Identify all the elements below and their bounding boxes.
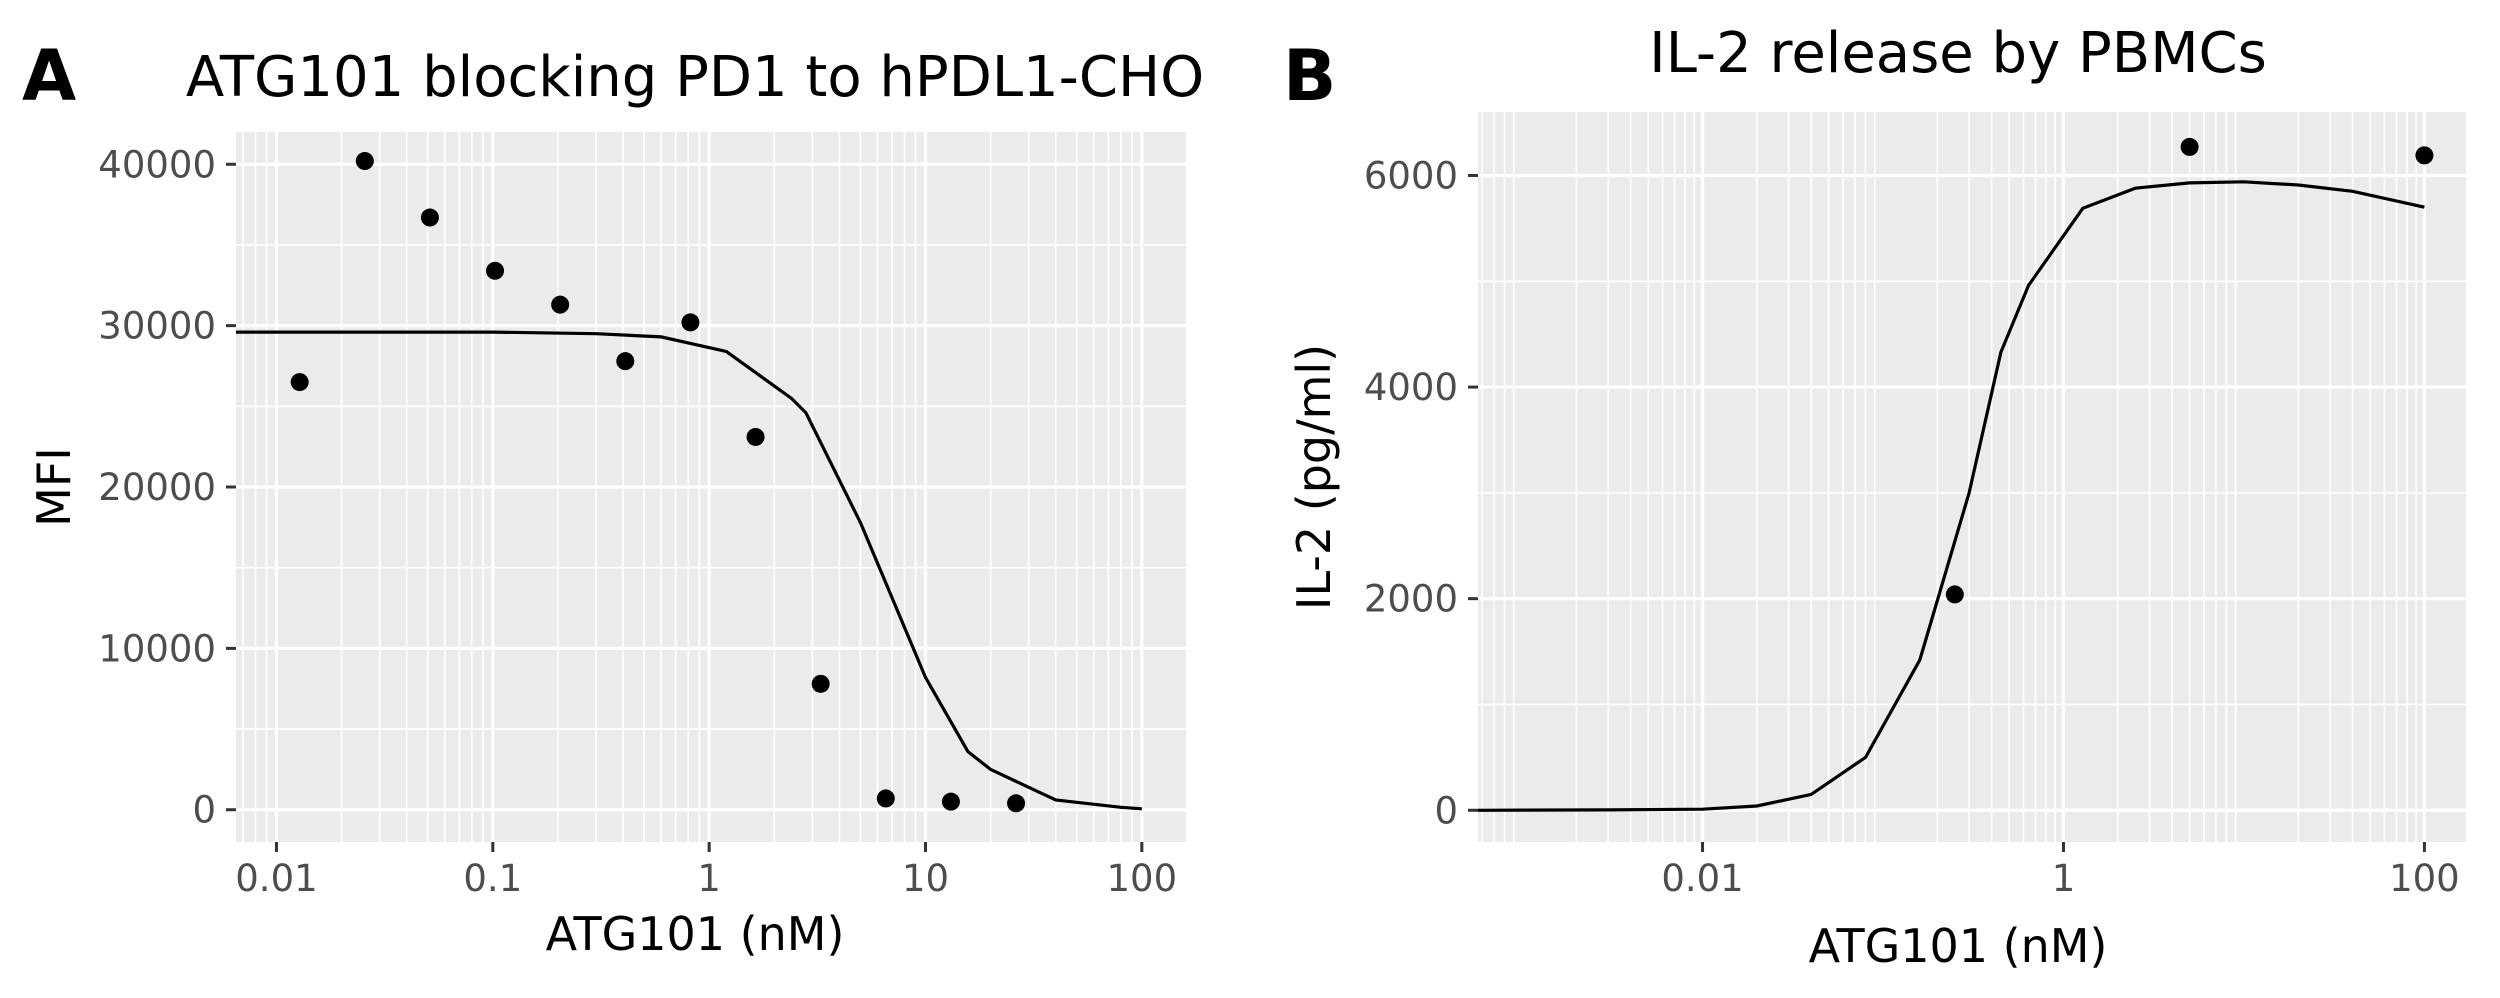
x-tick-label: 1 — [697, 857, 721, 900]
data-point — [551, 295, 570, 314]
x-tick-label: 10 — [902, 857, 949, 900]
panel-a-x-axis-label: ATG101 (nM) — [546, 907, 845, 961]
panel-b-data-points — [1945, 137, 2434, 604]
data-point — [746, 427, 765, 446]
panel-b-y-ticks: 0 2000 4000 6000 — [1364, 154, 1478, 832]
data-point — [486, 261, 505, 280]
data-point — [355, 152, 374, 171]
y-tick-label: 40000 — [98, 143, 216, 186]
x-tick-label: 0.1 — [463, 857, 522, 900]
data-point — [1007, 794, 1026, 813]
data-point — [681, 313, 700, 332]
panel-b-title: IL-2 release by PBMCs — [1649, 21, 2267, 86]
panel-letter-b: B — [1283, 35, 1336, 117]
data-point — [811, 674, 830, 693]
data-point — [2415, 146, 2434, 165]
y-tick-label: 0 — [1434, 789, 1458, 832]
panel-b-x-axis-label: ATG101 (nM) — [1809, 919, 2108, 973]
y-tick-label: 2000 — [1364, 578, 1458, 621]
x-tick-label: 0.01 — [1661, 857, 1743, 900]
x-tick-label: 1 — [2052, 857, 2076, 900]
fit-curve — [1477, 180, 2425, 812]
panel-b-x-ticks: 0.01 1 100 — [1661, 842, 2460, 900]
panel-b-y-axis-label: IL-2 (pg/ml) — [1287, 344, 1341, 610]
data-point — [2180, 137, 2199, 156]
data-point — [1945, 585, 1964, 604]
panel-b-grid — [1478, 112, 2466, 842]
data-point — [941, 792, 960, 811]
data-point — [420, 208, 439, 227]
panel-a: A ATG101 blocking PD1 to hPDL1-CHO 0.01 0… — [22, 35, 1204, 961]
panel-a-data-points — [290, 152, 1026, 813]
panel-a-y-axis-label: MFI — [27, 447, 81, 527]
data-point — [876, 789, 895, 808]
y-tick-label: 20000 — [98, 466, 216, 509]
data-point — [616, 352, 635, 371]
panel-a-title: ATG101 blocking PD1 to hPDL1-CHO — [186, 45, 1204, 110]
panel-a-fit-curve-group — [236, 330, 1142, 811]
panel-a-y-ticks: 0 10000 20000 30000 40000 — [98, 143, 236, 832]
panel-a-grid — [236, 132, 1186, 842]
y-tick-label: 4000 — [1364, 366, 1458, 409]
fit-curve — [236, 330, 1142, 811]
x-tick-label: 100 — [2389, 857, 2460, 900]
panel-b: B IL-2 release by PBMCs 0.01 1 100 0 2000 40… — [1283, 21, 2466, 973]
y-tick-label: 30000 — [98, 305, 216, 348]
data-point — [290, 373, 309, 392]
y-tick-label: 0 — [192, 789, 216, 832]
panel-a-x-ticks: 0.01 0.1 1 10 100 — [235, 842, 1177, 900]
panel-b-fit-curve-group — [1477, 180, 2425, 812]
y-tick-label: 10000 — [98, 627, 216, 670]
x-tick-label: 100 — [1107, 857, 1178, 900]
x-tick-label: 0.01 — [235, 857, 317, 900]
y-tick-label: 6000 — [1364, 154, 1458, 197]
panel-letter-a: A — [22, 35, 76, 117]
